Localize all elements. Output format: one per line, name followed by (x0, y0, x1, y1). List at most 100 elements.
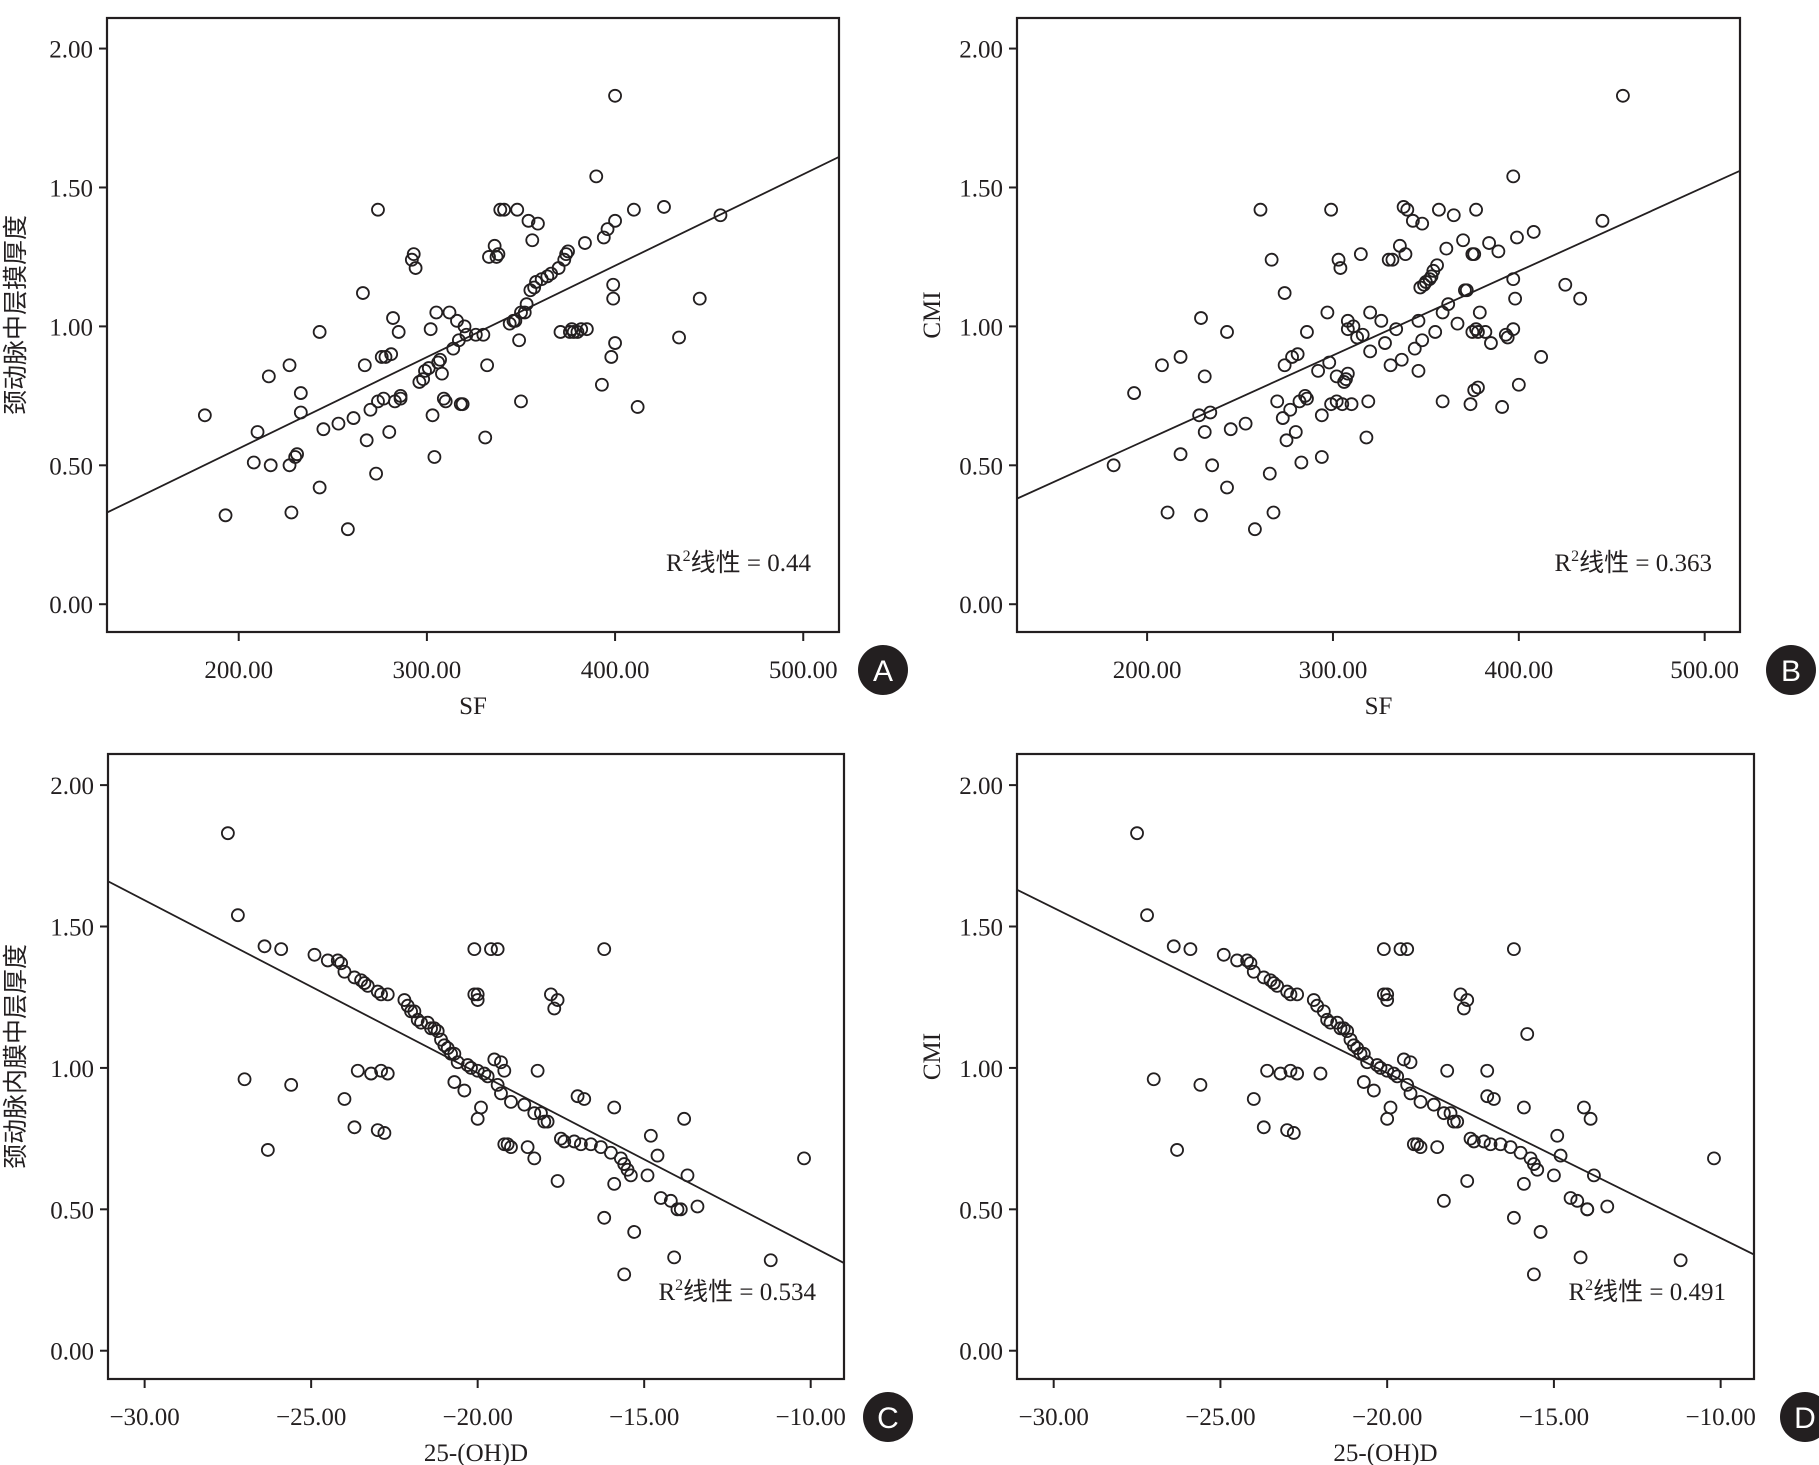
data-point (470, 987, 485, 1002)
data-point (570, 1089, 585, 1104)
x-axis-title: 25-(OH)D (1333, 1440, 1437, 1465)
data-point (1205, 458, 1220, 473)
data-point (370, 1123, 385, 1138)
x-tick-label: −25.00 (1185, 1404, 1255, 1431)
data-point (583, 1137, 598, 1152)
data-point (460, 1058, 475, 1072)
data-point (1194, 508, 1208, 523)
data-point (1459, 283, 1474, 298)
data-point (1320, 305, 1335, 320)
data-point (608, 336, 622, 350)
data-point (597, 1210, 612, 1225)
data-point (1335, 397, 1350, 412)
data-point (1424, 269, 1439, 284)
data-point (230, 908, 245, 923)
data-point (1286, 1126, 1301, 1140)
data-point (1277, 286, 1292, 300)
data-point (370, 984, 385, 999)
data-point (1331, 252, 1346, 267)
plot-frame (105, 16, 841, 634)
data-point (517, 305, 532, 320)
data-point (517, 1097, 532, 1112)
data-point (1256, 970, 1271, 985)
x-tick-label: −20.00 (1352, 1404, 1422, 1431)
data-point (1436, 1106, 1451, 1121)
data-point (1463, 397, 1478, 412)
data-point (1471, 325, 1485, 339)
data-point (574, 322, 589, 337)
data-point (455, 397, 470, 412)
data-point (1482, 236, 1496, 250)
data-point (534, 1106, 548, 1121)
panel-badge-label: B (1781, 655, 1801, 688)
data-point (597, 942, 612, 957)
data-point (1220, 325, 1234, 339)
data-point (1298, 388, 1312, 403)
data-point (290, 447, 304, 462)
x-tick-label: 400.00 (581, 657, 650, 684)
data-point (1353, 247, 1368, 262)
data-point (1413, 1140, 1428, 1154)
data-point (1340, 1024, 1355, 1039)
panel-badge-circle (863, 1392, 913, 1442)
data-point (1467, 247, 1482, 262)
data-point (1313, 1066, 1328, 1081)
data-point (713, 208, 728, 223)
data-point (1380, 987, 1395, 1002)
data-point (1583, 1111, 1598, 1126)
data-point (1550, 1128, 1565, 1143)
y-axis-title: CMI (919, 291, 946, 338)
data-point (1243, 956, 1258, 971)
data-point (1426, 1097, 1441, 1112)
data-point (663, 1193, 678, 1208)
data-point (574, 1137, 588, 1152)
data-point (1355, 327, 1370, 342)
data-point (600, 222, 615, 237)
data-point (494, 1055, 508, 1070)
data-point (667, 1250, 682, 1265)
data-point (1140, 908, 1154, 923)
regression-line (1017, 169, 1740, 500)
data-point (623, 1168, 638, 1183)
data-point (1533, 1225, 1548, 1239)
data-point (1146, 1072, 1161, 1087)
data-point (284, 1077, 299, 1092)
x-axis-title: SF (459, 693, 487, 720)
data-point (484, 942, 498, 957)
r2-superscript: 2 (1571, 548, 1579, 565)
data-point (1173, 447, 1188, 462)
y-tick-label: 2.00 (49, 37, 93, 64)
y-tick-label: 0.00 (959, 1339, 1003, 1366)
data-point (640, 1168, 655, 1183)
data-point (1294, 455, 1309, 470)
data-point (425, 408, 440, 423)
data-point (1411, 363, 1426, 378)
data-point (1400, 942, 1415, 957)
data-point (1386, 1066, 1401, 1081)
data-point (504, 1140, 518, 1154)
data-point (457, 319, 472, 334)
data-point (1516, 1176, 1531, 1191)
data-point (1460, 993, 1475, 1007)
data-point (1366, 1083, 1381, 1098)
data-point (1480, 1063, 1495, 1078)
data-point (1520, 1027, 1535, 1041)
data-point (357, 358, 372, 373)
data-point (1516, 1100, 1531, 1115)
data-point (337, 1092, 352, 1106)
y-tick-label: 0.00 (49, 592, 93, 619)
data-point (364, 1066, 378, 1081)
x-tick-label: −30.00 (109, 1404, 179, 1431)
y-tick-label: 0.50 (959, 1197, 1003, 1224)
data-point (1435, 394, 1450, 409)
data-point (680, 1168, 695, 1183)
data-point (380, 987, 395, 1002)
data-point (1333, 261, 1348, 275)
data-points (1106, 88, 1630, 537)
data-point (1389, 322, 1404, 337)
x-tick-label: −20.00 (442, 1404, 512, 1431)
data-point (1344, 397, 1359, 412)
data-point (630, 400, 645, 414)
data-point (1373, 1061, 1388, 1075)
